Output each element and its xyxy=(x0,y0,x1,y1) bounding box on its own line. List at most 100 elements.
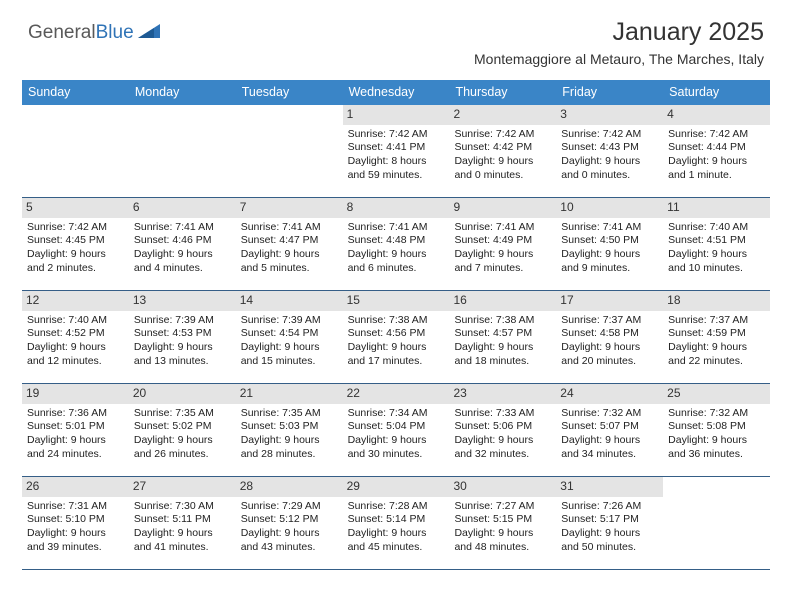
calendar-cell: 7 Sunrise: 7:41 AMSunset: 4:47 PMDaylight… xyxy=(236,198,343,290)
page-title: January 2025 xyxy=(474,18,764,47)
calendar-cell: 16Sunrise: 7:38 AMSunset: 4:57 PMDayligh… xyxy=(449,291,556,383)
sunrise-text: Sunrise: 7:34 AM xyxy=(348,407,445,421)
sunrise-text: Sunrise: 7:39 AM xyxy=(134,314,231,328)
day-number: 9 xyxy=(449,198,556,218)
day-number: 8 xyxy=(343,198,450,218)
daylight-text: Daylight: 9 hours and 2 minutes. xyxy=(27,248,124,275)
sunrise-text: Sunrise: 7:29 AM xyxy=(241,500,338,514)
daylight-text: Daylight: 9 hours and 5 minutes. xyxy=(241,248,338,275)
sunrise-text: Sunrise: 7:39 AM xyxy=(241,314,338,328)
sunrise-text: Sunrise: 7:32 AM xyxy=(668,407,765,421)
calendar-cell: 13Sunrise: 7:39 AMSunset: 4:53 PMDayligh… xyxy=(129,291,236,383)
day-number: 25 xyxy=(663,384,770,404)
sunrise-text: Sunrise: 7:40 AM xyxy=(27,314,124,328)
calendar-week: 19Sunrise: 7:36 AMSunset: 5:01 PMDayligh… xyxy=(22,384,770,477)
sunrise-text: Sunrise: 7:41 AM xyxy=(454,221,551,235)
day-number: 26 xyxy=(22,477,129,497)
sunset-text: Sunset: 5:10 PM xyxy=(27,513,124,527)
day-header: Wednesday xyxy=(343,80,450,105)
daylight-text: Daylight: 9 hours and 20 minutes. xyxy=(561,341,658,368)
sunset-text: Sunset: 4:52 PM xyxy=(27,327,124,341)
calendar-cell: 22Sunrise: 7:34 AMSunset: 5:04 PMDayligh… xyxy=(343,384,450,476)
sunset-text: Sunset: 4:45 PM xyxy=(27,234,124,248)
day-number: 24 xyxy=(556,384,663,404)
calendar-week: 5Sunrise: 7:42 AMSunset: 4:45 PMDaylight… xyxy=(22,198,770,291)
calendar-cell: 23Sunrise: 7:33 AMSunset: 5:06 PMDayligh… xyxy=(449,384,556,476)
calendar-header-row: SundayMondayTuesdayWednesdayThursdayFrid… xyxy=(22,80,770,105)
day-number: 4 xyxy=(663,105,770,125)
logo-triangle-icon xyxy=(138,22,160,44)
sunset-text: Sunset: 4:49 PM xyxy=(454,234,551,248)
daylight-text: Daylight: 9 hours and 1 minute. xyxy=(668,155,765,182)
daylight-text: Daylight: 9 hours and 30 minutes. xyxy=(348,434,445,461)
daylight-text: Daylight: 9 hours and 17 minutes. xyxy=(348,341,445,368)
daylight-text: Daylight: 9 hours and 22 minutes. xyxy=(668,341,765,368)
day-number: 31 xyxy=(556,477,663,497)
sunrise-text: Sunrise: 7:42 AM xyxy=(668,128,765,142)
calendar-cell: 20Sunrise: 7:35 AMSunset: 5:02 PMDayligh… xyxy=(129,384,236,476)
daylight-text: Daylight: 9 hours and 24 minutes. xyxy=(27,434,124,461)
day-number: 21 xyxy=(236,384,343,404)
day-header: Friday xyxy=(556,80,663,105)
sunrise-text: Sunrise: 7:26 AM xyxy=(561,500,658,514)
daylight-text: Daylight: 9 hours and 48 minutes. xyxy=(454,527,551,554)
sunrise-text: Sunrise: 7:31 AM xyxy=(27,500,124,514)
day-number: 17 xyxy=(556,291,663,311)
sunrise-text: Sunrise: 7:30 AM xyxy=(134,500,231,514)
sunrise-text: Sunrise: 7:32 AM xyxy=(561,407,658,421)
calendar-cell: 25Sunrise: 7:32 AMSunset: 5:08 PMDayligh… xyxy=(663,384,770,476)
sunrise-text: Sunrise: 7:38 AM xyxy=(348,314,445,328)
day-number: 7 xyxy=(236,198,343,218)
calendar-cell: 12Sunrise: 7:40 AMSunset: 4:52 PMDayligh… xyxy=(22,291,129,383)
sunrise-text: Sunrise: 7:41 AM xyxy=(134,221,231,235)
sunset-text: Sunset: 4:48 PM xyxy=(348,234,445,248)
sunrise-text: Sunrise: 7:27 AM xyxy=(454,500,551,514)
logo-text-1: General xyxy=(28,22,96,44)
daylight-text: Daylight: 9 hours and 34 minutes. xyxy=(561,434,658,461)
day-number: 16 xyxy=(449,291,556,311)
daylight-text: Daylight: 9 hours and 6 minutes. xyxy=(348,248,445,275)
calendar-cell: 10Sunrise: 7:41 AMSunset: 4:50 PMDayligh… xyxy=(556,198,663,290)
day-number: 3 xyxy=(556,105,663,125)
calendar-cell-empty: . xyxy=(663,477,770,569)
sunset-text: Sunset: 4:51 PM xyxy=(668,234,765,248)
sunset-text: Sunset: 5:15 PM xyxy=(454,513,551,527)
day-header: Monday xyxy=(129,80,236,105)
day-number: 29 xyxy=(343,477,450,497)
sunset-text: Sunset: 4:53 PM xyxy=(134,327,231,341)
calendar-cell-empty: . xyxy=(129,105,236,197)
logo-text-2: Blue xyxy=(96,22,134,44)
sunset-text: Sunset: 4:54 PM xyxy=(241,327,338,341)
sunrise-text: Sunrise: 7:41 AM xyxy=(348,221,445,235)
calendar-cell: 18Sunrise: 7:37 AMSunset: 4:59 PMDayligh… xyxy=(663,291,770,383)
calendar-cell: 17Sunrise: 7:37 AMSunset: 4:58 PMDayligh… xyxy=(556,291,663,383)
sunset-text: Sunset: 4:50 PM xyxy=(561,234,658,248)
daylight-text: Daylight: 9 hours and 50 minutes. xyxy=(561,527,658,554)
day-number: 12 xyxy=(22,291,129,311)
daylight-text: Daylight: 9 hours and 15 minutes. xyxy=(241,341,338,368)
calendar-cell: 1Sunrise: 7:42 AMSunset: 4:41 PMDaylight… xyxy=(343,105,450,197)
day-number: 5 xyxy=(22,198,129,218)
sunset-text: Sunset: 4:41 PM xyxy=(348,141,445,155)
logo: GeneralBlue xyxy=(28,22,160,44)
sunset-text: Sunset: 4:47 PM xyxy=(241,234,338,248)
calendar-cell: 4Sunrise: 7:42 AMSunset: 4:44 PMDaylight… xyxy=(663,105,770,197)
page-subtitle: Montemaggiore al Metauro, The Marches, I… xyxy=(474,51,764,67)
daylight-text: Daylight: 9 hours and 45 minutes. xyxy=(348,527,445,554)
sunrise-text: Sunrise: 7:35 AM xyxy=(134,407,231,421)
sunrise-text: Sunrise: 7:42 AM xyxy=(348,128,445,142)
day-number: 19 xyxy=(22,384,129,404)
sunset-text: Sunset: 5:03 PM xyxy=(241,420,338,434)
sunrise-text: Sunrise: 7:41 AM xyxy=(241,221,338,235)
calendar-cell: 28Sunrise: 7:29 AMSunset: 5:12 PMDayligh… xyxy=(236,477,343,569)
calendar-cell: 31Sunrise: 7:26 AMSunset: 5:17 PMDayligh… xyxy=(556,477,663,569)
sunset-text: Sunset: 4:46 PM xyxy=(134,234,231,248)
calendar-cell: 8 Sunrise: 7:41 AMSunset: 4:48 PMDaylight… xyxy=(343,198,450,290)
daylight-text: Daylight: 9 hours and 9 minutes. xyxy=(561,248,658,275)
day-number: 6 xyxy=(129,198,236,218)
day-header: Saturday xyxy=(663,80,770,105)
day-number: 13 xyxy=(129,291,236,311)
sunrise-text: Sunrise: 7:42 AM xyxy=(27,221,124,235)
day-number: 11 xyxy=(663,198,770,218)
daylight-text: Daylight: 9 hours and 32 minutes. xyxy=(454,434,551,461)
